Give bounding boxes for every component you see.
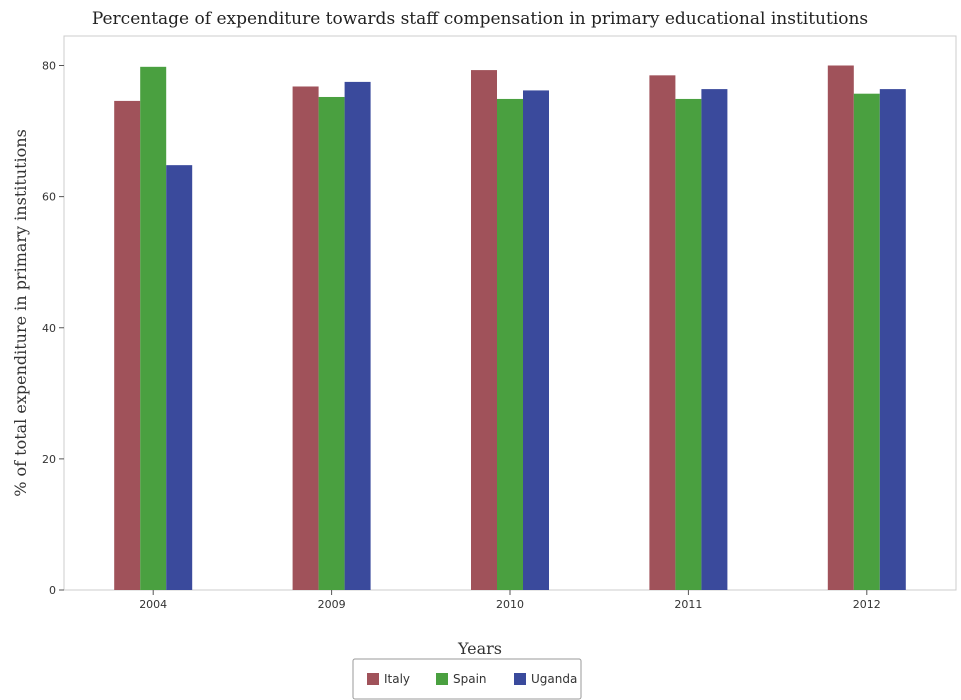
bar-uganda-2011 [701, 89, 727, 590]
bar-spain-2011 [675, 99, 701, 590]
bar-spain-2004 [140, 67, 166, 590]
bar-uganda-2012 [880, 89, 906, 590]
legend-swatch-spain [436, 673, 448, 685]
bar-italy-2010 [471, 70, 497, 590]
x-tick-label: 2011 [674, 598, 702, 611]
y-tick-label: 40 [42, 322, 56, 335]
y-axis-label: % of total expenditure in primary instit… [11, 129, 30, 497]
y-tick-label: 0 [49, 584, 56, 597]
bar-italy-2004 [114, 101, 140, 590]
bar-italy-2012 [828, 66, 854, 590]
legend: Italy Spain Uganda [353, 659, 581, 699]
legend-swatch-italy [367, 673, 379, 685]
legend-swatch-uganda [514, 673, 526, 685]
bar-uganda-2010 [523, 90, 549, 590]
plot-area: 0 20 40 60 80 2004 2009 2010 2011 2012 [42, 36, 956, 611]
legend-label-uganda: Uganda [531, 672, 577, 686]
chart-title: Percentage of expenditure towards staff … [92, 9, 868, 29]
bar-italy-2009 [293, 86, 319, 590]
x-tick-label: 2010 [496, 598, 524, 611]
y-tick-label: 60 [42, 191, 56, 204]
x-tick-label: 2012 [853, 598, 881, 611]
bar-spain-2009 [319, 97, 345, 590]
bar-uganda-2009 [345, 82, 371, 590]
legend-label-italy: Italy [384, 672, 410, 686]
legend-label-spain: Spain [453, 672, 487, 686]
bar-spain-2010 [497, 99, 523, 590]
x-axis-label: Years [457, 639, 502, 658]
bar-italy-2011 [649, 75, 675, 590]
y-tick-label: 80 [42, 60, 56, 73]
bar-spain-2012 [854, 94, 880, 590]
bar-uganda-2004 [166, 165, 192, 590]
x-tick-label: 2009 [318, 598, 346, 611]
x-tick-label: 2004 [139, 598, 167, 611]
y-tick-label: 20 [42, 453, 56, 466]
